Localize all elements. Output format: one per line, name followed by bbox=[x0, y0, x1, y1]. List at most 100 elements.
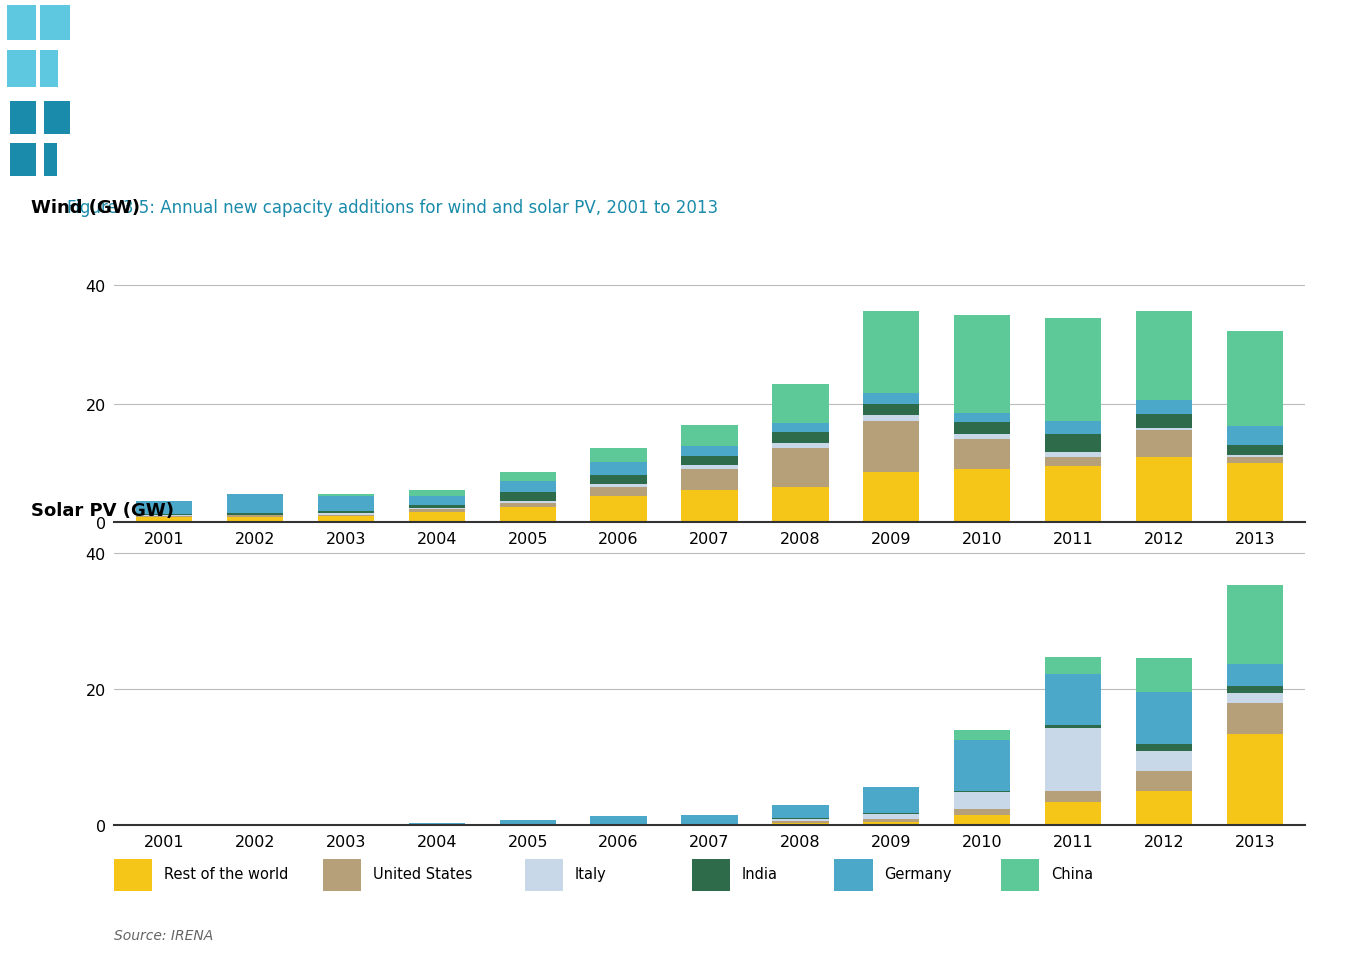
Bar bbox=[1227, 455, 1283, 457]
Bar bbox=[682, 446, 737, 456]
Bar bbox=[772, 824, 829, 826]
FancyBboxPatch shape bbox=[7, 6, 36, 41]
Bar bbox=[1227, 586, 1283, 664]
Bar bbox=[136, 515, 192, 516]
Bar bbox=[1045, 729, 1102, 791]
Bar bbox=[682, 490, 737, 523]
Text: Rest of the world: Rest of the world bbox=[164, 867, 289, 881]
Bar bbox=[682, 469, 737, 490]
Bar bbox=[682, 466, 737, 469]
Bar bbox=[317, 515, 374, 517]
Bar bbox=[954, 316, 1010, 413]
Bar bbox=[1045, 658, 1102, 675]
FancyBboxPatch shape bbox=[43, 144, 56, 177]
Bar bbox=[1045, 319, 1102, 422]
Bar bbox=[682, 816, 737, 825]
Bar bbox=[1135, 791, 1192, 826]
Bar bbox=[136, 502, 192, 515]
Bar bbox=[1135, 658, 1192, 693]
Bar bbox=[409, 512, 465, 523]
Bar bbox=[499, 501, 555, 503]
Bar bbox=[1135, 401, 1192, 415]
Bar bbox=[590, 488, 647, 496]
Bar bbox=[1227, 463, 1283, 523]
Text: RENEWABLE POWER GENERATION COSTS IN 2014: RENEWABLE POWER GENERATION COSTS IN 2014 bbox=[87, 41, 627, 61]
Bar bbox=[1135, 415, 1192, 429]
Bar bbox=[1135, 771, 1192, 791]
Bar bbox=[1227, 703, 1283, 734]
Bar bbox=[227, 514, 284, 515]
Bar bbox=[863, 814, 920, 819]
Bar bbox=[954, 816, 1010, 826]
Text: United States: United States bbox=[373, 867, 472, 881]
Text: Italy: Italy bbox=[574, 867, 607, 881]
Bar bbox=[954, 731, 1010, 741]
Bar bbox=[499, 473, 555, 482]
Bar bbox=[954, 792, 1010, 809]
Text: Germany: Germany bbox=[885, 867, 952, 881]
Bar bbox=[772, 488, 829, 523]
Bar bbox=[409, 824, 465, 825]
Bar bbox=[863, 422, 920, 472]
Bar bbox=[772, 448, 829, 488]
Bar bbox=[1135, 744, 1192, 751]
Bar bbox=[954, 469, 1010, 523]
Bar bbox=[499, 482, 555, 492]
FancyBboxPatch shape bbox=[691, 859, 730, 891]
Bar bbox=[1227, 686, 1283, 693]
FancyBboxPatch shape bbox=[7, 51, 36, 88]
Bar bbox=[227, 518, 284, 523]
FancyBboxPatch shape bbox=[1001, 859, 1040, 891]
FancyBboxPatch shape bbox=[11, 102, 36, 135]
Bar bbox=[682, 456, 737, 466]
Text: China: China bbox=[1050, 867, 1093, 881]
Text: ⓄⓄ IRENA: ⓄⓄ IRENA bbox=[1177, 27, 1315, 55]
FancyBboxPatch shape bbox=[114, 859, 152, 891]
Bar bbox=[954, 791, 1010, 792]
Text: Figure 3.5: Annual new capacity additions for wind and solar PV, 2001 to 2013: Figure 3.5: Annual new capacity addition… bbox=[67, 198, 718, 217]
Bar bbox=[317, 494, 374, 496]
Bar bbox=[954, 741, 1010, 791]
Bar bbox=[409, 510, 465, 512]
Bar bbox=[499, 508, 555, 523]
Text: India: India bbox=[741, 867, 777, 881]
Bar bbox=[1045, 435, 1102, 452]
Bar bbox=[863, 787, 920, 813]
Bar bbox=[682, 426, 737, 446]
Bar bbox=[954, 413, 1010, 423]
Bar bbox=[1227, 446, 1283, 455]
Bar bbox=[136, 518, 192, 523]
Bar bbox=[499, 503, 555, 508]
Bar bbox=[863, 472, 920, 523]
FancyBboxPatch shape bbox=[43, 102, 70, 135]
Bar bbox=[1045, 791, 1102, 802]
Bar bbox=[1227, 693, 1283, 703]
Bar bbox=[1045, 422, 1102, 435]
FancyBboxPatch shape bbox=[525, 859, 564, 891]
Bar bbox=[1045, 466, 1102, 523]
Bar bbox=[772, 433, 829, 444]
Bar bbox=[1045, 802, 1102, 826]
Bar bbox=[1135, 312, 1192, 401]
Text: Solar PV (GW): Solar PV (GW) bbox=[31, 501, 174, 520]
Bar bbox=[409, 505, 465, 508]
Bar bbox=[227, 516, 284, 518]
FancyBboxPatch shape bbox=[40, 6, 70, 41]
Bar bbox=[772, 822, 829, 824]
Bar bbox=[1227, 734, 1283, 826]
Bar bbox=[590, 476, 647, 485]
Text: Source: IRENA: Source: IRENA bbox=[114, 928, 214, 942]
Bar bbox=[863, 312, 920, 394]
Bar bbox=[317, 514, 374, 515]
Bar bbox=[954, 809, 1010, 816]
Text: International Renewable Energy Agency: International Renewable Energy Agency bbox=[1177, 71, 1345, 81]
Bar bbox=[863, 823, 920, 826]
Bar bbox=[317, 496, 374, 511]
Bar bbox=[954, 440, 1010, 469]
Bar bbox=[954, 423, 1010, 435]
Bar bbox=[954, 435, 1010, 440]
Bar bbox=[863, 394, 920, 404]
Bar bbox=[1227, 426, 1283, 446]
FancyBboxPatch shape bbox=[40, 51, 58, 88]
Bar bbox=[772, 819, 829, 822]
